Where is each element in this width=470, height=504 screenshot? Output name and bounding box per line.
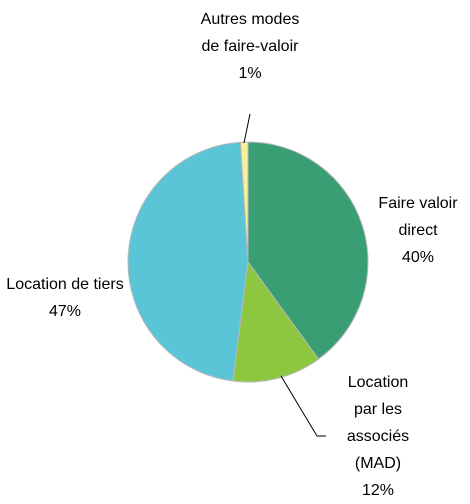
leader-line — [280, 375, 326, 437]
slice-label: Faire valoir direct 40% — [368, 190, 468, 271]
leader-line — [243, 113, 251, 144]
category-name: Location par les associés (MAD) — [346, 374, 410, 472]
value-label: 47% — [48, 303, 82, 320]
value-label: 40% — [401, 249, 435, 266]
pie-slice — [247, 141, 369, 360]
pie — [127, 141, 369, 383]
value-label: 1% — [238, 65, 262, 82]
slice-label: Location de tiers 47% — [5, 271, 125, 325]
slice-label: Location par les associés (MAD) 12% — [338, 369, 418, 504]
value-label: 12% — [361, 482, 395, 499]
pie-slice — [127, 141, 249, 382]
category-name: Location de tiers — [6, 276, 124, 293]
slice-label: Autres modes de faire-valoir 1% — [195, 6, 305, 87]
pie-slice — [232, 260, 320, 383]
category-name: Autres modes de faire-valoir — [200, 11, 300, 55]
category-name: Faire valoir direct — [378, 195, 458, 239]
